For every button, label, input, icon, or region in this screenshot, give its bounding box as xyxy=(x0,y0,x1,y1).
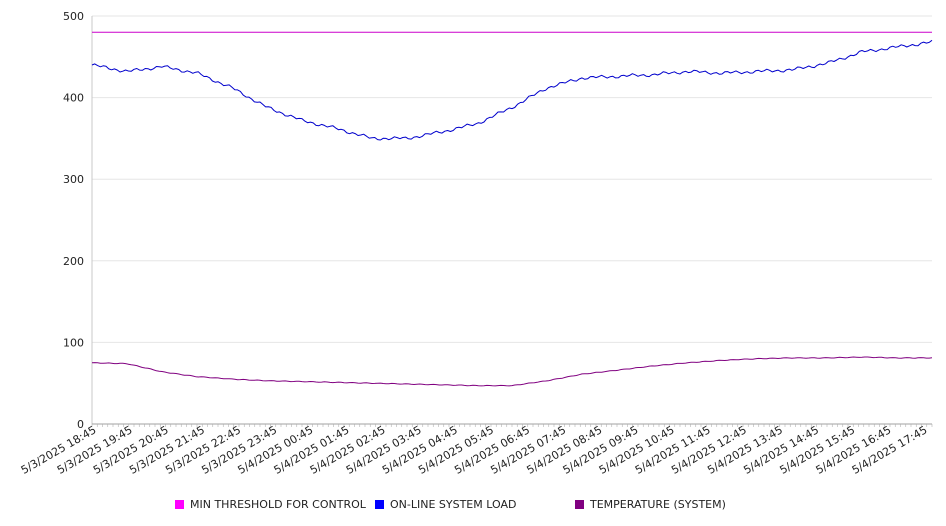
grid-lines xyxy=(92,15,932,343)
legend-swatch-temperature xyxy=(575,500,584,509)
legend-label-system-load: ON-LINE SYSTEM LOAD xyxy=(390,498,517,511)
legend-item-system-load[interactable]: ON-LINE SYSTEM LOAD xyxy=(375,498,516,511)
legend-swatch-threshold xyxy=(175,500,184,509)
series-lines xyxy=(91,31,933,387)
y-tick-label-0: 0 xyxy=(77,418,84,431)
y-tick-label-400: 400 xyxy=(63,92,84,105)
legend: MIN THRESHOLD FOR CONTROL ON-LINE SYSTEM… xyxy=(0,498,946,514)
legend-swatch-system-load xyxy=(375,500,384,509)
y-tick-label-200: 200 xyxy=(63,255,84,268)
series-temperature-line xyxy=(91,356,933,387)
y-tick-label-100: 100 xyxy=(63,336,84,349)
x-tick-labels: 5/3/2025 18:455/3/2025 19:455/3/2025 20:… xyxy=(19,423,930,477)
legend-item-threshold[interactable]: MIN THRESHOLD FOR CONTROL xyxy=(175,498,366,511)
axes xyxy=(91,16,933,427)
legend-item-temperature[interactable]: TEMPERATURE (SYSTEM) xyxy=(575,498,726,511)
legend-label-threshold: MIN THRESHOLD FOR CONTROL xyxy=(190,498,366,511)
y-tick-labels: 0 100 200 300 400 500 xyxy=(63,10,84,431)
series-system-load-line xyxy=(91,39,933,141)
y-tick-label-500: 500 xyxy=(63,10,84,23)
y-tick-label-300: 300 xyxy=(63,173,84,186)
legend-label-temperature: TEMPERATURE (SYSTEM) xyxy=(590,498,726,511)
